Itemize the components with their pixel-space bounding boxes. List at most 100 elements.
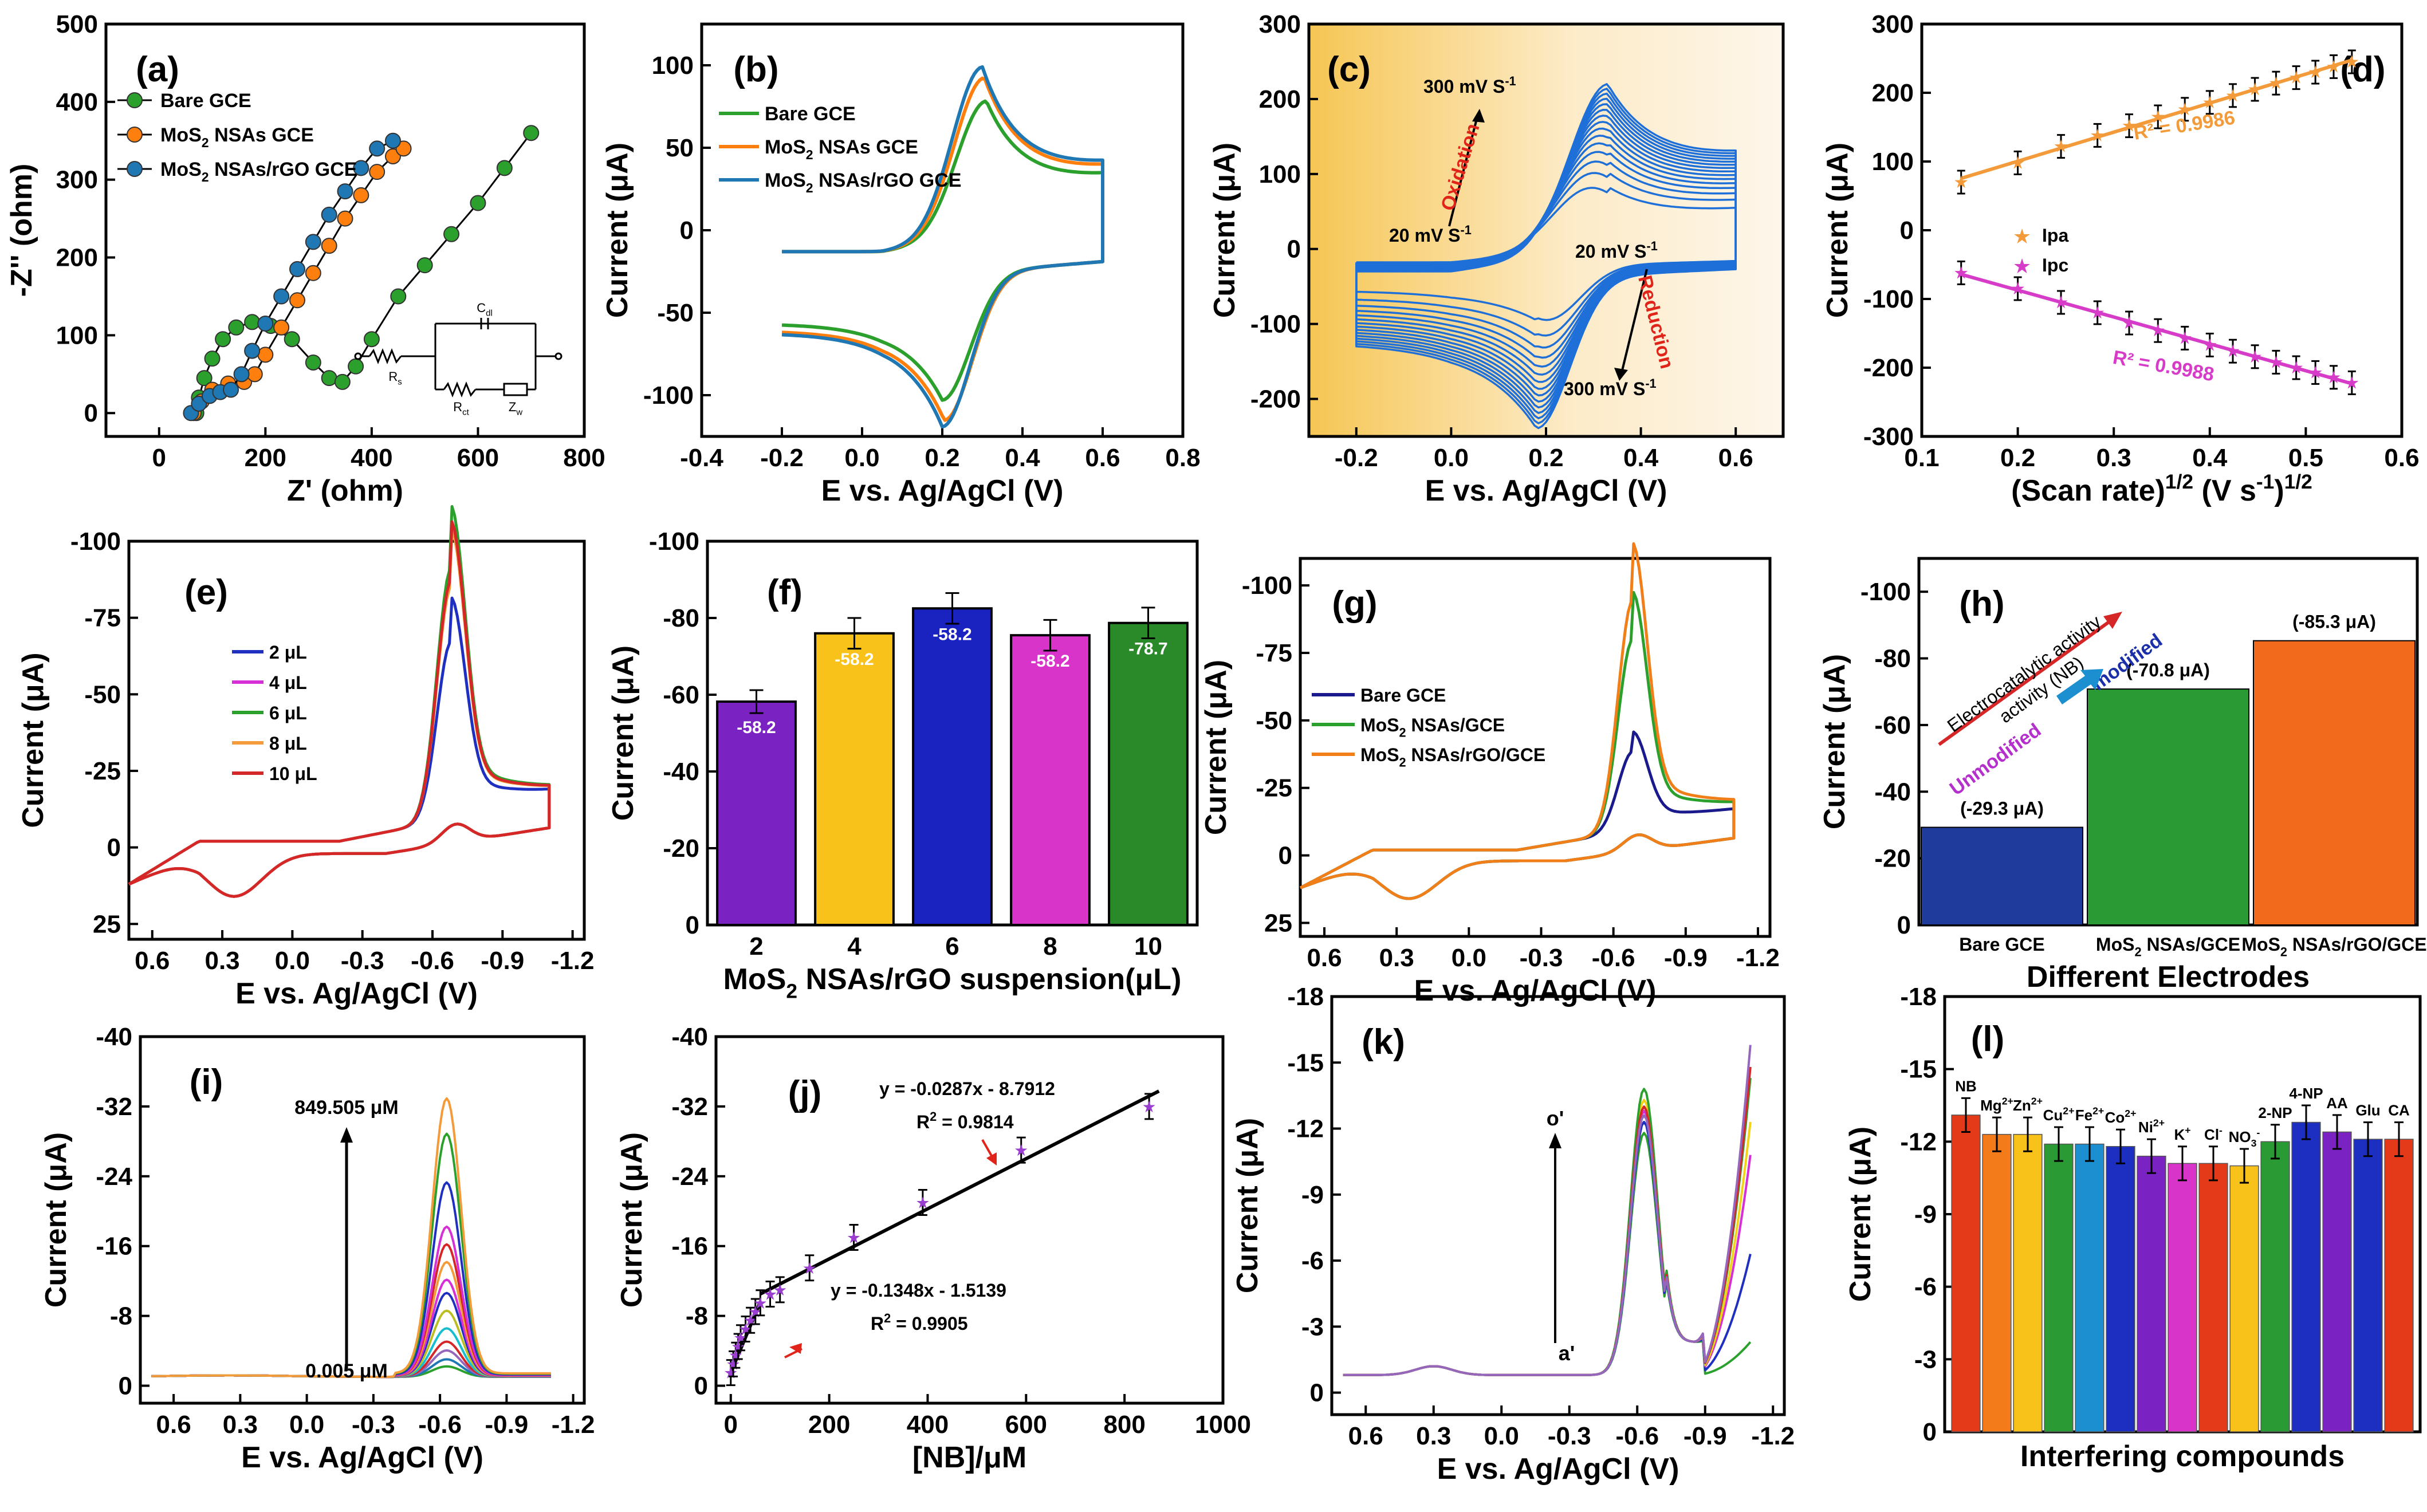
panel-label: (g)	[1332, 584, 1377, 624]
x-tick-label: -1.2	[1751, 1422, 1795, 1450]
data-point	[321, 370, 337, 387]
x-tick-label: -0.9	[485, 1411, 528, 1439]
bar	[2253, 640, 2416, 926]
series-line	[128, 505, 551, 898]
panel-label: (c)	[1327, 50, 1371, 89]
fit-line	[759, 1089, 1160, 1296]
text-span: = 0.9905	[896, 1313, 967, 1334]
text-span: R	[453, 400, 462, 414]
x-tick-label: 0.2	[2000, 444, 2035, 472]
text-span: 2+	[2092, 1105, 2104, 1117]
panel-b: -0.4 -0.2 0.0 0.2 0.4 0.6 0.8 -100 -50 0 50 100 E vs…	[601, 22, 1201, 507]
series-line	[151, 1132, 551, 1379]
legend-label: Bare GCE	[1360, 685, 1446, 706]
fit-line	[1960, 273, 2353, 385]
y-tick-label: 0	[119, 1372, 132, 1400]
x-axis-label: (Scan rate)1/2 (V s-1)1/2	[2011, 471, 2312, 507]
data-point: ★	[2010, 279, 2025, 298]
bar	[912, 607, 993, 926]
legend-marker	[127, 92, 143, 108]
y-tick-label: 100	[56, 321, 98, 349]
series-line	[1299, 542, 1736, 900]
x-tick-label: -0.9	[481, 947, 524, 975]
bar-category-label: NB	[1955, 1077, 1977, 1094]
series-line	[151, 1225, 551, 1379]
arrowhead	[789, 1343, 802, 1354]
bar-value-label: (-85.3 μA)	[2292, 612, 2376, 632]
text-span: Current (μA)	[1231, 1118, 1264, 1293]
annotation: R² = 0.9988	[2111, 346, 2216, 385]
panel-label: (e)	[184, 573, 228, 612]
y-tick-label: -100	[1860, 578, 1911, 606]
data-point: ★	[773, 1281, 787, 1299]
x-tick-label: -0.3	[1548, 1422, 1591, 1450]
annotation: 849.505 μM	[294, 1097, 398, 1119]
x-tick-label: -0.3	[1520, 944, 1563, 972]
bar	[1951, 1115, 1981, 1432]
bar	[814, 632, 895, 927]
x-tick-label: 0	[724, 1411, 738, 1439]
y-tick-label: 200	[56, 244, 98, 272]
data-point: ★	[2090, 304, 2105, 322]
legend-label: Ipa	[2042, 225, 2068, 246]
text-span: mV S	[1414, 225, 1460, 246]
x-axis-label: MoS2 NSAs/rGO suspension(μL)	[723, 963, 1182, 1003]
bar-value-label: -58.2	[835, 650, 874, 669]
text-span: Bare GCE	[1360, 685, 1446, 706]
y-tick-label: 0	[1923, 1418, 1937, 1446]
x-axis-label: E vs. Ag/AgCl (V)	[241, 1441, 483, 1474]
text-span: E vs. Ag/AgCl (V)	[235, 977, 478, 1010]
x-tick-label: -0.6	[1615, 1422, 1659, 1450]
legend-label: MoS2 NSAs/rGO GCE	[765, 170, 961, 195]
data-point: ★	[2326, 368, 2342, 387]
legend-label: MoS2 NSAs/rGO/GCE	[1360, 745, 1545, 770]
text-span: NO	[2229, 1128, 2251, 1145]
x-tick-label: -0.4	[680, 444, 723, 472]
text-span: MoS	[1360, 745, 1399, 765]
annotation: R2 = 0.9905	[871, 1311, 968, 1334]
bar	[1921, 826, 2083, 926]
data-point	[204, 351, 221, 367]
circuit-node	[554, 352, 563, 360]
y-tick-label: -40	[671, 1023, 708, 1051]
x-tick-label: 10	[1134, 932, 1162, 960]
legend-label: Bare GCE	[160, 90, 251, 112]
x-tick-label: 4	[847, 932, 862, 960]
data-point: ★	[2122, 314, 2137, 333]
y-tick-label: -80	[663, 604, 699, 632]
data-point: ★	[2268, 74, 2284, 93]
data-point	[334, 373, 351, 390]
text-span: MoS	[765, 170, 806, 191]
scan-curve	[1355, 83, 1737, 430]
text-span: E vs. Ag/AgCl (V)	[241, 1441, 483, 1474]
text-span: 1/2	[2284, 471, 2312, 493]
y-tick-label: 0	[1900, 216, 1914, 245]
panel-c: -0.2 0.0 0.2 0.4 0.6 -200 -100 0 100 200 300 E vs. …	[1208, 10, 1785, 507]
legend-marker: ★	[2013, 225, 2031, 248]
y-tick-label: 0	[1279, 842, 1292, 870]
y-tick-label: 50	[666, 134, 694, 162]
annotation: y = -0.1348x - 1.5139	[831, 1280, 1006, 1301]
series-line	[151, 1097, 551, 1379]
text-span: 2	[202, 135, 209, 150]
legend-label: MoS2 NSAs/rGO GCE	[160, 159, 357, 184]
x-tick-label: 0.2	[925, 444, 959, 472]
y-tick-label: -200	[1863, 354, 1914, 382]
annotation: 20 mV S-1	[1575, 239, 1658, 262]
data-point	[305, 265, 321, 281]
x-tick-label: 0.5	[2288, 444, 2323, 472]
arrow-line	[1448, 114, 1479, 227]
series-line	[781, 65, 1104, 429]
text-span: = 0.9814	[942, 1112, 1014, 1132]
x-tick-label: 0.4	[1005, 444, 1040, 472]
y-tick-label: -32	[671, 1093, 708, 1121]
bar	[716, 700, 797, 927]
fit-line	[1960, 58, 2353, 180]
axes-frame	[104, 22, 586, 438]
x-tick-label: 0.6	[2384, 444, 2419, 472]
text-span: NSAs/rGO suspension(μL)	[797, 963, 1181, 996]
y-tick-label: -80	[1874, 645, 1911, 673]
x-tick-label: 800	[1103, 1411, 1145, 1439]
y-tick-label: 0	[680, 216, 694, 245]
data-point	[273, 319, 290, 336]
